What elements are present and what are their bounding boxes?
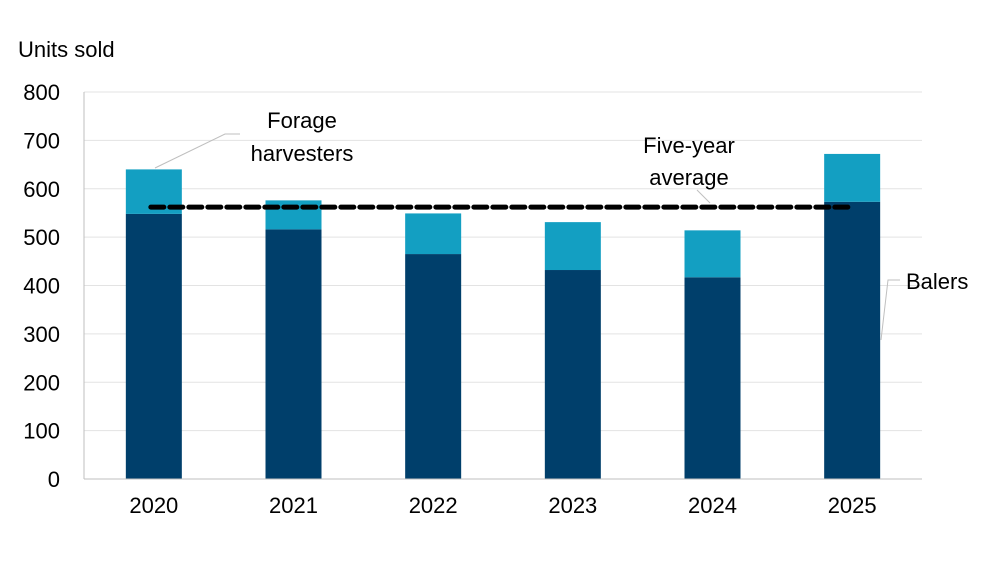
forage-leader-line: [154, 133, 240, 169]
x-tick-label: 2023: [548, 493, 597, 518]
bar-balers-2021: [265, 229, 322, 479]
y-tick-label: 300: [23, 322, 60, 347]
bar-forage-harvesters-2025: [824, 153, 881, 202]
bar-balers-2024: [684, 277, 741, 479]
bar-balers-2023: [544, 270, 601, 479]
x-tick-label: 2025: [828, 493, 877, 518]
bar-balers-2020: [125, 213, 182, 479]
bar-forage-harvesters-2022: [405, 213, 462, 255]
x-tick-label: 2020: [129, 493, 178, 518]
forage-harvesters-label-line1: Forage: [267, 108, 337, 133]
bar-forage-harvesters-2023: [544, 222, 601, 271]
balers-label: Balers: [906, 269, 968, 294]
balers-leader-line: [880, 279, 900, 341]
average-leader-line: [696, 189, 711, 204]
x-tick-label: 2024: [688, 493, 737, 518]
y-axis-title: Units sold: [18, 37, 115, 62]
y-tick-label: 600: [23, 177, 60, 202]
bar-balers-2022: [405, 254, 462, 479]
bar-balers-2025: [824, 201, 881, 479]
gridlines: [84, 91, 922, 432]
y-tick-label: 700: [23, 128, 60, 153]
y-tick-label: 400: [23, 274, 60, 299]
x-tick-label: 2022: [409, 493, 458, 518]
y-tick-labels: 0 100 200 300 400 500 600 700 800: [23, 80, 60, 492]
y-tick-label: 800: [23, 80, 60, 105]
average-label-line1: Five-year: [643, 133, 735, 158]
y-tick-label: 200: [23, 370, 60, 395]
x-tick-labels: 2020 2021 2022 2023 2024 2025: [129, 493, 876, 518]
y-tick-label: 500: [23, 225, 60, 250]
forage-harvesters-label-line2: harvesters: [251, 141, 354, 166]
y-tick-label: 100: [23, 419, 60, 444]
y-tick-label: 0: [48, 467, 60, 492]
x-tick-label: 2021: [269, 493, 318, 518]
bars: [125, 153, 881, 479]
bar-forage-harvesters-2024: [684, 230, 741, 278]
average-label-line2: average: [649, 165, 729, 190]
